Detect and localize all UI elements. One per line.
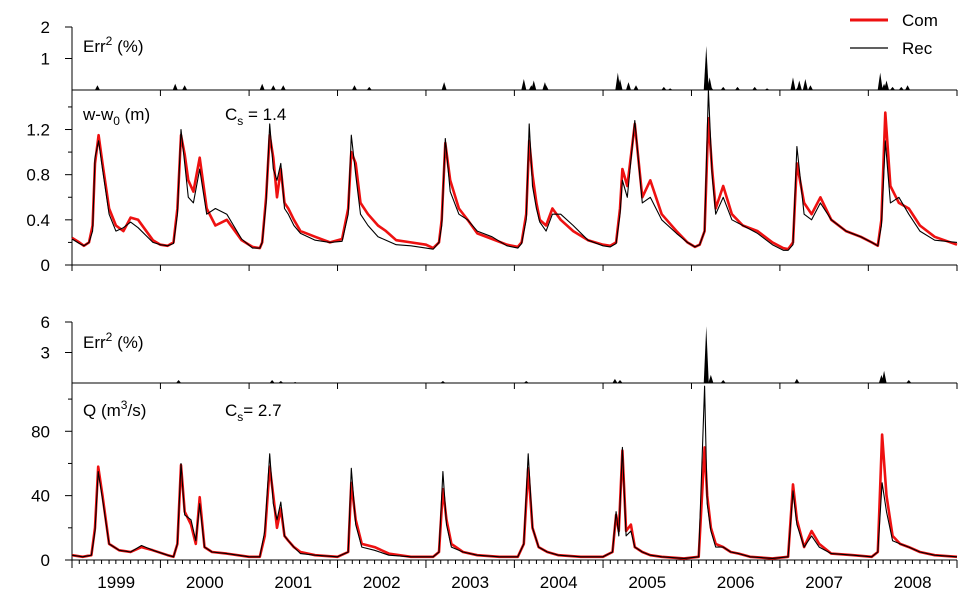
panel3-error-spike — [794, 378, 800, 383]
panel1-error-spike — [280, 85, 286, 90]
panel1-label: Err2 (%) — [83, 34, 144, 56]
panel2-ytick-label: 0 — [41, 256, 50, 275]
panel1-error-spike — [802, 78, 808, 90]
panel1-error-spike — [94, 85, 100, 90]
legend: Com Rec — [850, 11, 938, 58]
panel2-label: w-w0 (m) — [82, 105, 150, 128]
panel1-error-spike — [351, 85, 357, 90]
panel1-error-spike — [633, 85, 639, 90]
panel4-ytick-label: 0 — [41, 551, 50, 570]
panel1-error-spike — [790, 77, 796, 90]
panel1-error-spike — [703, 45, 709, 90]
panel4-ytick-label: 80 — [31, 422, 50, 441]
panel1-error-spike — [617, 78, 623, 90]
x-tick-label: 2002 — [363, 573, 401, 592]
panel1-error-spike — [884, 80, 890, 90]
panel1-error-spike — [720, 86, 726, 90]
legend-com-label: Com — [902, 11, 938, 30]
panel1-error-spike — [366, 86, 372, 90]
panel2-ytick-label: 0.8 — [26, 166, 50, 185]
panel1-error-spike — [898, 86, 904, 90]
x-tick-label: 2008 — [894, 573, 932, 592]
panel1-ytick-label: 1 — [41, 50, 50, 69]
panel1-error-spike — [667, 88, 673, 90]
panel1-error-spike — [735, 86, 741, 90]
x-tick-label: 2005 — [628, 573, 666, 592]
panel1-error-spike — [259, 83, 265, 90]
panel2-ytick-label: 1.2 — [26, 121, 50, 140]
axes: 1 2 0 0.4 0.8 1.2 3 6 0 40 80 1999 2000 2001 2002 2003 2… — [26, 18, 958, 592]
panel3-error-spike — [292, 381, 298, 383]
panel3-error-spike — [703, 326, 709, 383]
panel2-ytick-label: 0.4 — [26, 211, 50, 230]
panel3-error-spike — [176, 379, 182, 383]
x-tick-label: 2007 — [805, 573, 843, 592]
panel1-error-spike — [542, 82, 548, 90]
panel2-annotation: Cs = 1.4 — [225, 105, 286, 128]
panel4-series-com — [71, 433, 958, 560]
panel4-series-rec — [71, 385, 958, 559]
panel1-error-spike — [764, 88, 770, 90]
panel3-label: Err2 (%) — [83, 330, 144, 352]
x-tick-label: 2003 — [451, 573, 489, 592]
panel1-error-spike — [182, 85, 188, 90]
panel1-error-spike — [796, 80, 802, 90]
panel1-error-spike — [807, 85, 813, 90]
legend-rec-label: Rec — [902, 39, 933, 58]
x-tick-label: 2004 — [540, 573, 578, 592]
panel1-error-spike — [441, 82, 447, 90]
panel-labels: Err2 (%) w-w0 (m) Cs = 1.4 Err2 (%) Q (m… — [82, 34, 286, 424]
panel1-error-spike — [877, 72, 883, 90]
x-tick-label: 2006 — [717, 573, 755, 592]
panel1-error-spike — [270, 85, 276, 90]
panel2-series-com — [71, 111, 958, 251]
panel3-error-spike — [720, 379, 726, 383]
panel4-label: Q (m3/s) — [83, 398, 146, 420]
panel1-error-spike — [661, 86, 667, 90]
panel3-error-spike — [881, 370, 887, 383]
panel3-error-spike — [612, 378, 618, 383]
panel3-error-spike — [278, 380, 284, 383]
panel2-series-rec — [71, 89, 958, 251]
panel1-error-spike — [905, 85, 911, 90]
panel3-ytick-label: 3 — [41, 344, 50, 363]
panel4-annotation: Cs= 2.7 — [225, 401, 282, 424]
data-layer — [71, 45, 958, 560]
panel1-error-spike — [752, 86, 758, 90]
panel3-error-spike — [307, 382, 313, 383]
panel3-error-spike — [269, 379, 275, 383]
panel1-error-spike — [521, 78, 527, 90]
x-tick-label: 2000 — [186, 573, 224, 592]
panel3-error-spike — [708, 374, 714, 383]
panel3-error-spike — [617, 379, 623, 383]
panel1-ytick-label: 2 — [41, 18, 50, 37]
panel1-error-spike — [172, 83, 178, 90]
x-tick-label: 1999 — [97, 573, 135, 592]
panel3-error-spike — [906, 379, 912, 383]
panel3-error-spike — [523, 380, 529, 383]
panel4-ytick-label: 40 — [31, 487, 50, 506]
panel3-ytick-label: 6 — [41, 313, 50, 332]
x-tick-label: 2001 — [274, 573, 312, 592]
panel1-error-spike — [890, 86, 896, 90]
panel3-error-spike — [440, 380, 446, 383]
panel1-error-spike — [625, 82, 631, 90]
panel1-error-spike — [531, 80, 537, 90]
